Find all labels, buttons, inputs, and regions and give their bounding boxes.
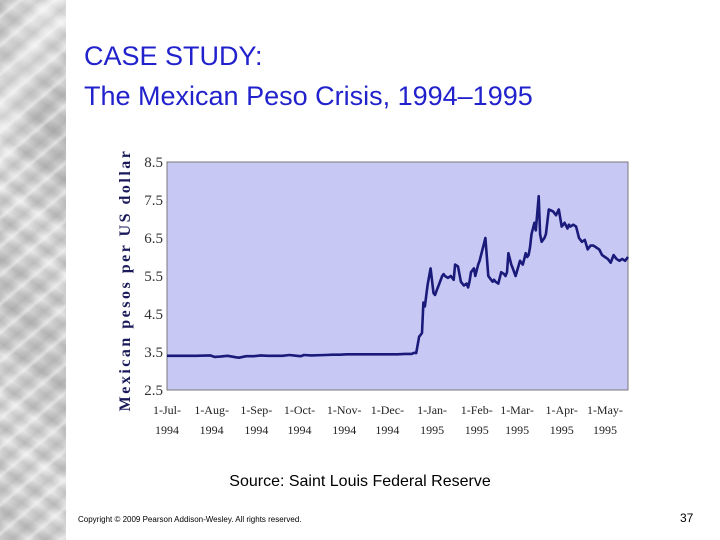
x-tick-label-year: 1994 — [244, 423, 268, 437]
slide-number: 37 — [680, 511, 694, 525]
x-tick-label-month: 1-Jan- — [417, 403, 447, 417]
title-line-1: CASE STUDY: — [84, 41, 263, 71]
x-tick-label-month: 1-Sep- — [240, 403, 272, 417]
y-tick-label: 4.5 — [144, 307, 163, 323]
x-tick-label-month: 1-Apr- — [546, 403, 578, 417]
copyright-notice: Copyright © 2009 Pearson Addison-Wesley.… — [78, 515, 302, 524]
title-line-2: The Mexican Peso Crisis, 1994–1995 — [84, 81, 533, 111]
x-tick-label-year: 1994 — [200, 423, 224, 437]
marble-border — [0, 0, 66, 540]
x-tick-label-year: 1995 — [505, 423, 529, 437]
x-tick-label-year: 1994 — [375, 423, 399, 437]
plot-area — [166, 161, 629, 391]
x-tick-label-month: 1-Feb- — [461, 403, 493, 417]
x-tick-label-year: 1995 — [420, 423, 444, 437]
x-tick-label-year: 1994 — [288, 423, 312, 437]
x-tick-label-year: 1995 — [465, 423, 489, 437]
x-tick-label-month: 1-Oct- — [284, 403, 315, 417]
peso-exchange-rate-chart: Mexican pesos per US dollar 2.5 3.5 4.5 5.5… — [117, 150, 630, 437]
y-tick-label: 2.5 — [144, 383, 163, 399]
slide-title: CASE STUDY: The Mexican Peso Crisis, 199… — [84, 36, 533, 116]
y-axis-label: Mexican pesos per US dollar — [117, 150, 134, 411]
y-tick-label: 3.5 — [144, 345, 163, 361]
y-tick-label: 8.5 — [144, 155, 163, 171]
x-tick-label-year: 1995 — [550, 423, 574, 437]
y-tick-label: 7.5 — [144, 193, 163, 209]
x-tick-label-month: 1-Nov- — [327, 403, 362, 417]
x-tick-label-month: 1-Mar- — [500, 403, 534, 417]
exchange-rate-line — [167, 194, 630, 359]
x-tick-label-month: 1-Aug- — [194, 403, 229, 417]
source-note: Source: Saint Louis Federal Reserve — [229, 473, 491, 490]
x-tick-label-month: 1-May- — [587, 403, 623, 417]
x-tick-label-year: 1995 — [593, 423, 617, 437]
y-tick-label: 6.5 — [144, 231, 163, 247]
x-tick-label-year: 1994 — [155, 423, 179, 437]
y-tick-label: 5.5 — [144, 269, 163, 285]
x-tick-label-year: 1994 — [332, 423, 356, 437]
x-tick-label-month: 1-Dec- — [371, 403, 404, 417]
x-tick-label-month: 1-Jul- — [153, 403, 181, 417]
